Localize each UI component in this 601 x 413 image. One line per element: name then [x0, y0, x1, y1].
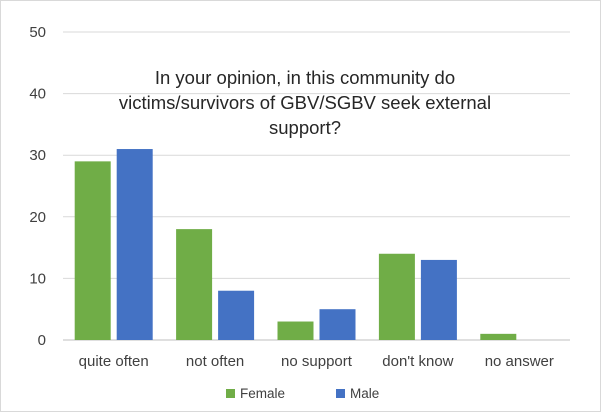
chart-title-line: support?	[269, 117, 341, 138]
y-tick-label: 40	[29, 86, 46, 103]
chart-title-line: victims/survivors of GBV/SGBV seek exter…	[119, 92, 491, 113]
x-category-label: quite often	[79, 353, 149, 370]
x-category-label: not often	[186, 353, 244, 370]
bar-female-4	[480, 333, 517, 340]
y-tick-label: 20	[29, 209, 46, 226]
legend: Female Male	[226, 386, 379, 401]
y-tick-label: 50	[29, 24, 46, 41]
y-tick-label: 30	[29, 147, 46, 164]
x-category-label: no answer	[485, 353, 554, 370]
chart-title-line: In your opinion, in this community do	[155, 67, 455, 88]
bar-female-3	[378, 253, 415, 340]
bar-male-2	[319, 309, 356, 340]
x-category-label: don't know	[382, 353, 453, 370]
y-tick-label: 0	[38, 332, 46, 349]
chart-title: In your opinion, in this community do vic…	[119, 67, 491, 138]
y-tick-label: 10	[29, 270, 46, 287]
bar-male-1	[218, 290, 255, 340]
bar-male-3	[420, 259, 457, 340]
x-axis-categories: quite often not often no support don't know…	[79, 353, 554, 370]
x-category-label: no support	[281, 353, 353, 370]
bar-male-0	[116, 149, 153, 340]
legend-swatch-male	[336, 389, 345, 398]
bar-female-2	[277, 321, 314, 340]
legend-label-male: Male	[350, 386, 379, 401]
legend-swatch-female	[226, 389, 235, 398]
bar-female-1	[176, 229, 213, 340]
y-axis-ticks: 0 10 20 30 40 50	[29, 24, 46, 349]
bar-female-0	[74, 161, 111, 340]
legend-label-female: Female	[240, 386, 285, 401]
bars	[74, 149, 517, 340]
